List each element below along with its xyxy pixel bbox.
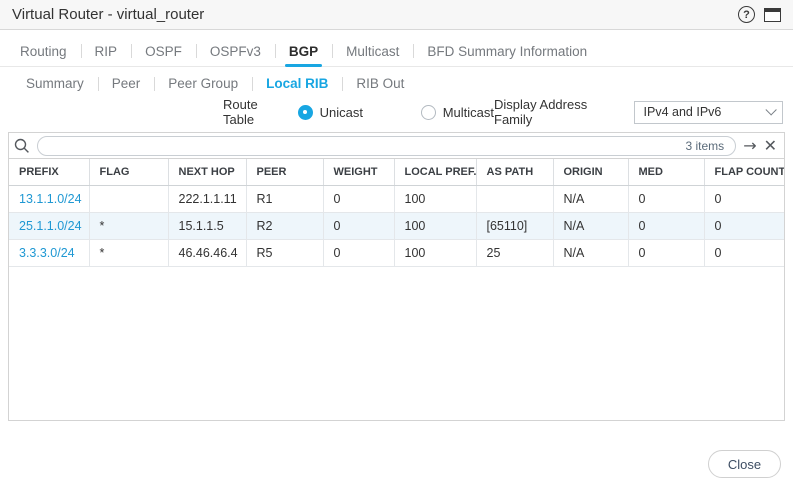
tab-routing[interactable]: Routing xyxy=(20,43,67,59)
route-table-group: Route Table Unicast Multicast xyxy=(223,97,494,127)
dialog-title: Virtual Router - virtual_router xyxy=(12,6,205,23)
column-header-peer[interactable]: PEER xyxy=(246,159,324,186)
column-header-next-hop[interactable]: NEXT HOP xyxy=(168,159,247,186)
column-header-flap-count[interactable]: FLAP COUNT xyxy=(704,159,784,186)
search-field[interactable]: 3 items xyxy=(37,135,737,156)
apply-filter-arrow-icon[interactable]: → xyxy=(743,135,757,155)
table-search-row: 3 items → ✕ xyxy=(9,133,784,159)
subtab-peer-group[interactable]: Peer Group xyxy=(154,76,252,91)
cell-flag xyxy=(89,185,169,213)
cell-as-path: [65110] xyxy=(476,212,554,240)
tab-rip[interactable]: RIP xyxy=(80,36,132,66)
multicast-radio-label[interactable]: Multicast xyxy=(442,104,495,120)
cell-local-pref: 100 xyxy=(394,185,477,213)
table-row[interactable]: 25.1.1.0/24 * 15.1.1.5 R2 0 100 [65110] … xyxy=(9,212,784,240)
cell-local-pref: 100 xyxy=(394,239,477,267)
cell-weight: 0 xyxy=(323,239,395,267)
dialog-titlebar: Virtual Router - virtual_router ? xyxy=(0,0,793,30)
clear-filter-icon[interactable]: ✕ xyxy=(763,135,777,155)
cell-next-hop: 222.1.1.11 xyxy=(168,185,247,213)
cell-med: 0 xyxy=(628,212,705,240)
address-family-label: Display Address Family xyxy=(494,97,588,127)
cell-as-path xyxy=(476,185,554,213)
tab-multicast[interactable]: Multicast xyxy=(332,36,413,66)
cell-origin: N/A xyxy=(553,185,629,213)
cell-flag: * xyxy=(89,212,169,240)
chevron-down-icon xyxy=(765,104,777,116)
cell-as-path: 25 xyxy=(476,239,554,267)
multicast-radio[interactable] xyxy=(420,104,436,120)
tab-bgp[interactable]: BGP xyxy=(274,36,332,67)
column-header-as-path[interactable]: AS PATH xyxy=(476,159,554,186)
cell-origin: N/A xyxy=(553,212,629,240)
cell-prefix[interactable]: 3.3.3.0/24 xyxy=(9,239,90,267)
cell-peer: R1 xyxy=(246,185,324,213)
titlebar-icons: ? xyxy=(738,6,781,23)
subtab-rib-out[interactable]: RIB Out xyxy=(342,76,418,91)
table-row[interactable]: 13.1.1.0/24 222.1.1.11 R1 0 100 N/A 0 0 xyxy=(9,185,784,213)
table-row[interactable]: 3.3.3.0/24 * 46.46.46.4 R5 0 100 25 N/A … xyxy=(9,239,784,267)
cell-flap-count: 0 xyxy=(704,239,784,267)
route-table-label: Route Table xyxy=(223,97,258,127)
column-header-origin[interactable]: ORIGIN xyxy=(553,159,629,186)
local-rib-table: PREFIX FLAG NEXT HOP PEER WEIGHT LOCAL P… xyxy=(9,159,784,267)
items-count-badge: 3 items xyxy=(685,138,725,153)
search-input[interactable] xyxy=(49,137,686,154)
cell-flag: * xyxy=(89,239,169,267)
cell-prefix[interactable]: 25.1.1.0/24 xyxy=(9,212,90,240)
column-header-weight[interactable]: WEIGHT xyxy=(323,159,395,186)
cell-flap-count: 0 xyxy=(704,212,784,240)
cell-flap-count: 0 xyxy=(704,185,784,213)
cell-origin: N/A xyxy=(553,239,629,267)
cell-med: 0 xyxy=(628,239,705,267)
local-rib-table-container: 3 items → ✕ PREFIX FLAG NEXT HOP PEER WE… xyxy=(8,132,785,421)
subtab-peer[interactable]: Peer xyxy=(97,76,155,91)
column-header-prefix[interactable]: PREFIX xyxy=(9,159,90,186)
cell-weight: 0 xyxy=(323,212,395,240)
cell-local-pref: 100 xyxy=(394,212,477,240)
tab-bfd-summary-information[interactable]: BFD Summary Information xyxy=(413,36,601,66)
cell-next-hop: 46.46.46.4 xyxy=(168,239,247,267)
maximize-icon[interactable] xyxy=(764,7,781,22)
unicast-radio[interactable] xyxy=(297,104,313,120)
cell-weight: 0 xyxy=(323,185,395,213)
bgp-subtabs: Summary Peer Peer Group Local RIB RIB Ou… xyxy=(0,67,793,98)
cell-peer: R5 xyxy=(246,239,324,267)
unicast-radio-label[interactable]: Unicast xyxy=(319,104,363,120)
tab-ospf[interactable]: OSPF xyxy=(131,36,196,66)
tab-ospfv3[interactable]: OSPFv3 xyxy=(195,36,275,66)
search-icon xyxy=(14,138,30,154)
cell-next-hop: 15.1.1.5 xyxy=(168,212,247,240)
column-header-local-pref[interactable]: LOCAL PREF. xyxy=(394,159,477,186)
close-button[interactable]: Close xyxy=(708,450,781,478)
address-family-select[interactable]: IPv4 and IPv6 xyxy=(633,100,783,124)
subtab-summary[interactable]: Summary xyxy=(26,76,84,91)
column-header-med[interactable]: MED xyxy=(628,159,705,186)
controls-row: Route Table Unicast Multicast Display Ad… xyxy=(0,97,793,127)
help-icon[interactable]: ? xyxy=(738,6,755,23)
main-tabs: Routing RIP OSPF OSPFv3 BGP Multicast BF… xyxy=(0,36,793,67)
table-header-row: PREFIX FLAG NEXT HOP PEER WEIGHT LOCAL P… xyxy=(9,159,784,186)
address-family-group: Display Address Family IPv4 and IPv6 xyxy=(494,97,783,127)
cell-med: 0 xyxy=(628,185,705,213)
address-family-value: IPv4 and IPv6 xyxy=(643,105,722,119)
subtab-local-rib[interactable]: Local RIB xyxy=(252,76,342,91)
cell-peer: R2 xyxy=(246,212,324,240)
column-header-flag[interactable]: FLAG xyxy=(89,159,169,186)
cell-prefix[interactable]: 13.1.1.0/24 xyxy=(9,185,90,213)
